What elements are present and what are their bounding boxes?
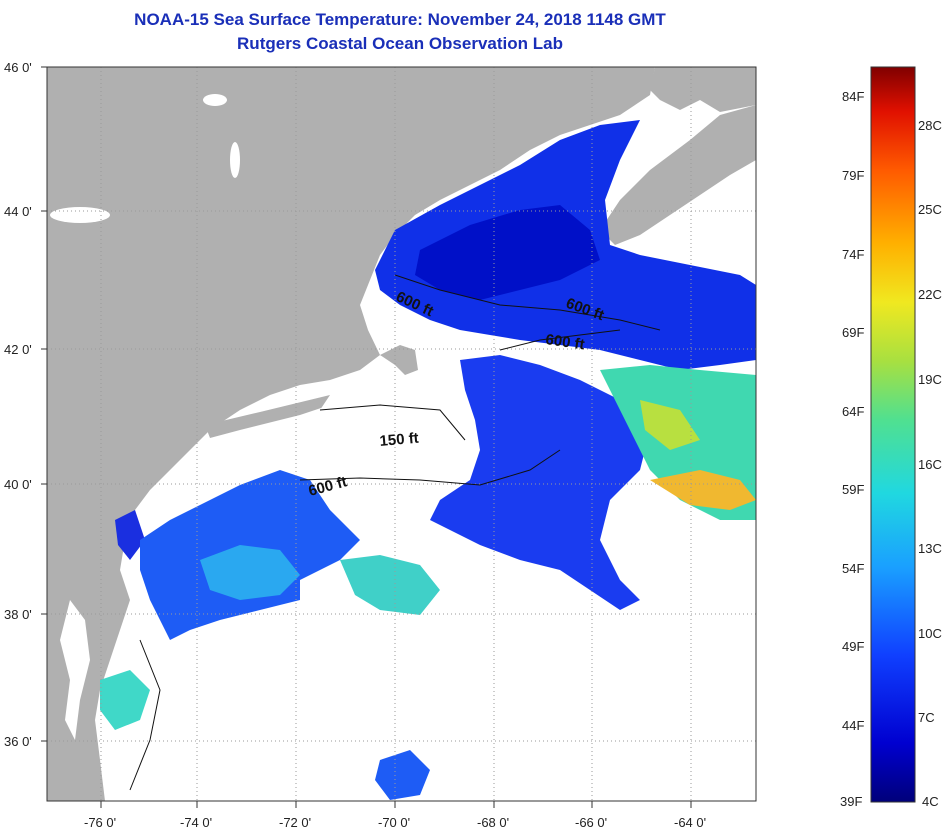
colorbar-f-label: 64F bbox=[842, 404, 864, 419]
colorbar-c-label: 7C bbox=[918, 710, 935, 725]
colorbar-c-label: 25C bbox=[918, 202, 942, 217]
colorbar-f-label: 79F bbox=[842, 168, 864, 183]
map-frame bbox=[46, 66, 757, 802]
contour-label: 150 ft bbox=[379, 430, 420, 450]
colorbar-c-label: 16C bbox=[918, 457, 942, 472]
lon-label: -66 0' bbox=[575, 815, 607, 830]
land-long-island bbox=[205, 395, 345, 438]
colorbar-f-label: 84F bbox=[842, 89, 864, 104]
lat-label: 44 0' bbox=[4, 204, 32, 219]
lake bbox=[230, 142, 240, 178]
lon-label: -76 0' bbox=[84, 815, 116, 830]
lake bbox=[203, 94, 227, 106]
bathymetry-contours bbox=[129, 274, 661, 791]
lon-label: -74 0' bbox=[180, 815, 212, 830]
lon-label: -72 0' bbox=[279, 815, 311, 830]
sst-gulf-of-maine-dark bbox=[415, 205, 600, 300]
lon-label: -70 0' bbox=[378, 815, 410, 830]
sst-offshore-orange bbox=[650, 470, 756, 510]
no-data-shelf bbox=[290, 375, 470, 480]
colorbar-c-label: 10C bbox=[918, 626, 942, 641]
lat-label: 40 0' bbox=[4, 477, 32, 492]
sst-southern-patch bbox=[375, 750, 430, 800]
colorbar-f-label: 44F bbox=[842, 718, 864, 733]
land-us-northeast bbox=[47, 67, 655, 801]
lat-label: 42 0' bbox=[4, 342, 32, 357]
lon-label: -64 0' bbox=[674, 815, 706, 830]
colorbar-c-label: 19C bbox=[918, 372, 942, 387]
colorbar-c-label: 28C bbox=[918, 118, 942, 133]
colorbar-c-label: 22C bbox=[918, 287, 942, 302]
contour-label: 600 ft bbox=[544, 331, 585, 353]
sst-slope-warm bbox=[340, 555, 440, 615]
sst-offshore-warm bbox=[640, 400, 700, 450]
colorbar-f-label: 74F bbox=[842, 247, 864, 262]
lat-label: 36 0' bbox=[4, 734, 32, 749]
colorbar-f-label: 54F bbox=[842, 561, 864, 576]
colorbar-f-label: 49F bbox=[842, 639, 864, 654]
sst-shelf-band bbox=[430, 355, 650, 610]
water-delaware-bay bbox=[115, 510, 145, 560]
colorbar-c-label: 13C bbox=[918, 541, 942, 556]
colorbar-c-label: 4C bbox=[922, 794, 939, 809]
land-new-brunswick bbox=[650, 67, 756, 112]
colorbar-f-label: 39F bbox=[840, 794, 862, 809]
map-title: NOAA-15 Sea Surface Temperature: Novembe… bbox=[134, 10, 666, 29]
lon-label: -68 0' bbox=[477, 815, 509, 830]
water-chesapeake bbox=[60, 600, 90, 740]
colorbar-f-label: 59F bbox=[842, 482, 864, 497]
sst-southern-coast bbox=[100, 670, 150, 730]
colorbar bbox=[870, 66, 916, 803]
sst-mid-atlantic-warm bbox=[200, 545, 300, 600]
land-nova-scotia bbox=[600, 105, 756, 245]
land-cape-cod bbox=[380, 345, 418, 375]
lat-label: 46 0' bbox=[4, 60, 32, 75]
axis-ticks bbox=[41, 66, 692, 808]
colorbar-f-label: 69F bbox=[842, 325, 864, 340]
map-subtitle: Rutgers Coastal Ocean Observation Lab bbox=[237, 34, 563, 53]
lat-label: 38 0' bbox=[4, 607, 32, 622]
